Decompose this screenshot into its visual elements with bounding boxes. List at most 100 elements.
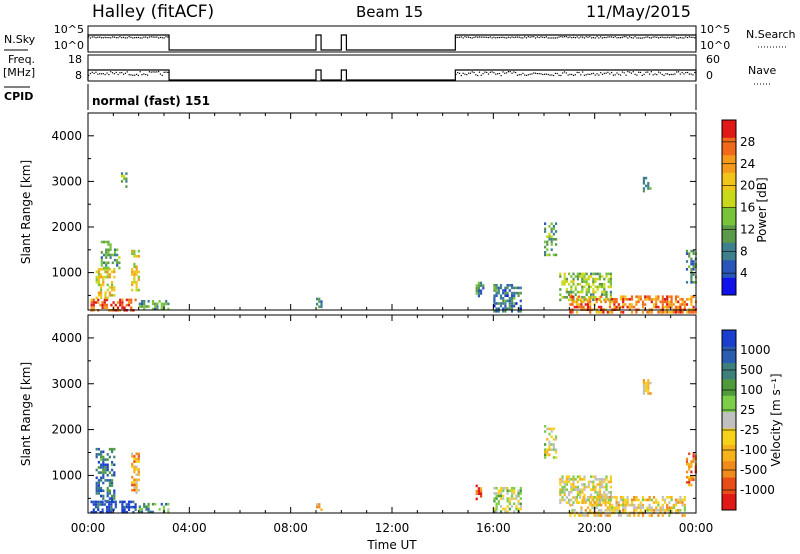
echo-cell [97, 298, 100, 302]
echo-cell [110, 508, 113, 511]
nsky-dot [636, 37, 638, 39]
echo-cell [151, 300, 155, 303]
echo-cell [112, 500, 115, 504]
echo-cell [644, 298, 647, 301]
freq-dot [88, 74, 90, 76]
echo-cell [497, 307, 500, 310]
freq-dot [506, 72, 508, 74]
echo-cell [105, 240, 108, 244]
echo-cell [633, 514, 636, 517]
nsky-dot [591, 37, 593, 39]
echo-cell [143, 300, 146, 303]
echo-cell [160, 302, 163, 306]
echo-cell [568, 480, 571, 484]
nsky-dot [100, 37, 103, 39]
freq-dot [496, 73, 499, 75]
echo-cell [655, 498, 658, 502]
echo-cell [100, 471, 103, 474]
echo-cell [320, 305, 323, 309]
freq-dot [592, 72, 595, 74]
date-title: 11/May/2015 [586, 2, 691, 21]
echo-cell [575, 305, 579, 309]
echo-cell [123, 306, 126, 309]
nsearch-tick-bottom: 10^0 [700, 39, 730, 52]
echo-cell [655, 305, 658, 309]
echo-cell [119, 298, 122, 302]
echo-cell [132, 500, 135, 504]
echo-cell [579, 478, 582, 481]
echo-cell [100, 294, 103, 297]
nsky-dot [527, 36, 529, 38]
echo-cell [502, 489, 505, 493]
echo-cell [595, 506, 598, 509]
echo-cell [559, 478, 562, 481]
nsky-dot [574, 37, 576, 39]
echo-cell [688, 255, 691, 258]
freq-dot [571, 73, 573, 76]
echo-cell [154, 302, 157, 306]
echo-cell [105, 261, 108, 265]
echo-cell [601, 285, 604, 289]
echo-cell [639, 506, 642, 509]
echo-cell [692, 273, 695, 276]
echo-cell [642, 384, 645, 387]
nsky-dot [161, 37, 163, 39]
echo-cell [106, 486, 109, 490]
echo-cell [594, 475, 597, 478]
echo-cell [121, 298, 124, 302]
freq-dot [500, 74, 502, 77]
echo-cell [611, 300, 614, 304]
echo-cell [650, 300, 653, 304]
echo-cell [92, 503, 95, 506]
nsky-dot [551, 37, 553, 39]
echo-cell [650, 506, 653, 509]
echo-cell [677, 300, 680, 304]
echo-cell [104, 458, 107, 461]
echo-cell [615, 298, 618, 301]
freq-dot [529, 73, 531, 75]
nsky-dot [529, 36, 531, 38]
echo-cell [647, 182, 650, 185]
echo-cell [573, 300, 576, 304]
echo-cell [160, 502, 163, 506]
echo-cell [499, 286, 503, 290]
echo-cell [641, 506, 645, 509]
echo-cell [546, 240, 549, 244]
echo-cell [102, 494, 105, 498]
echo-cell [568, 493, 571, 497]
echo-cell [624, 506, 627, 509]
echo-cell [502, 486, 505, 490]
colorbar-tick-label: 16 [740, 201, 755, 215]
freq-dot [563, 71, 566, 73]
echo-cell [506, 294, 509, 297]
echo-cell [559, 272, 562, 276]
echo-cell [102, 497, 105, 500]
echo-cell [652, 501, 656, 504]
echo-cell [683, 300, 686, 304]
echo-cell [650, 509, 653, 512]
nsky-dot [458, 36, 461, 38]
echo-cell [513, 510, 516, 513]
echo-cell [504, 307, 507, 310]
echo-cell [97, 471, 100, 474]
echo-cell [587, 285, 590, 289]
echo-cell [544, 227, 547, 231]
echo-cell [563, 483, 566, 486]
echo-cell [495, 284, 498, 287]
echo-cell [580, 300, 583, 304]
echo-cell [125, 177, 128, 181]
echo-cell [107, 243, 110, 246]
echo-cell [113, 497, 116, 500]
nsky-dot [538, 36, 540, 39]
echo-cell [590, 285, 593, 289]
echo-cell [642, 381, 645, 385]
echo-cell [613, 509, 616, 512]
echo-cell [480, 489, 483, 493]
freq-dot [667, 73, 669, 75]
echo-cell [598, 483, 601, 486]
echo-cell [670, 298, 673, 301]
echo-cell [595, 298, 598, 301]
colorbar-box [722, 137, 736, 156]
echo-cell [692, 452, 695, 456]
cpid-text: normal (fast) 151 [92, 94, 210, 108]
